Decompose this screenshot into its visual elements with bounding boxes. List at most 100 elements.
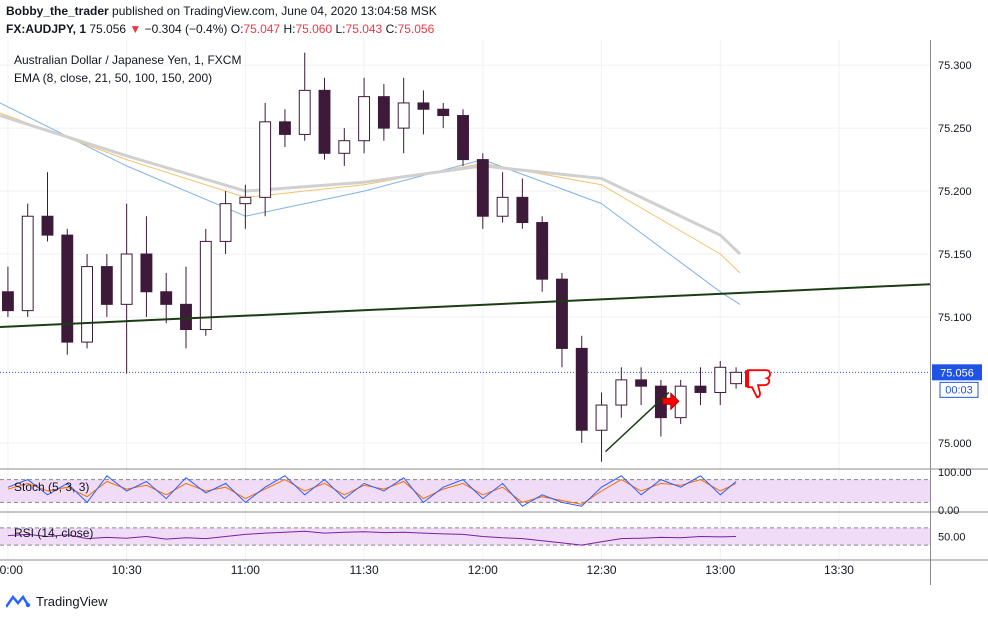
rsi-band: [0, 527, 930, 546]
thumbs-down-icon: [745, 369, 771, 399]
candle-body: [595, 404, 608, 431]
footer-brand[interactable]: TradingView: [6, 592, 108, 610]
thumbs-cuff: [745, 370, 750, 388]
high-label: H:: [283, 22, 296, 36]
candle-body: [496, 196, 509, 217]
candle-body: [239, 196, 252, 205]
candle-body: [219, 203, 232, 242]
ema-lines: [0, 102, 742, 305]
last-price: 75.056: [89, 22, 127, 36]
markers: [662, 369, 771, 411]
candle-body: [437, 108, 450, 117]
candle-body: [298, 89, 311, 135]
candle-body: [575, 347, 588, 431]
rsi-tick-label: 50.00: [938, 532, 966, 544]
candle-body: [1, 291, 14, 312]
candle-body: [615, 379, 628, 406]
trendline[interactable]: [604, 391, 670, 453]
trendline[interactable]: [0, 283, 931, 329]
stoch-pane: [0, 475, 930, 507]
candle-body: [476, 159, 489, 217]
time-tick-label: 11:30: [350, 563, 379, 577]
current-price-tag: [932, 364, 982, 381]
candle-body: [41, 215, 54, 236]
symbol-info: FX:AUDJPY, 1 75.056 ▼ −0.304 (−0.4%) O:7…: [6, 22, 434, 36]
stoch-tick-label: 0.00: [938, 505, 959, 517]
candle-body: [81, 266, 94, 343]
open-value: 75.047: [243, 22, 281, 36]
close-value: 75.056: [397, 22, 435, 36]
time-tick-label: 10:00: [0, 563, 23, 577]
author-name[interactable]: Bobby_the_trader: [6, 4, 109, 18]
candle-body: [358, 96, 371, 142]
candle-body: [278, 121, 291, 135]
candle-body: [318, 89, 331, 154]
price-tick-label: 75.300: [938, 60, 972, 72]
high-value: 75.060: [295, 22, 333, 36]
candle-body: [730, 371, 743, 385]
candle-body: [377, 96, 390, 129]
candle-body: [417, 102, 430, 110]
publish-info: Bobby_the_trader published on TradingVie…: [6, 4, 437, 18]
time-tick-label: 13:00: [705, 563, 735, 577]
rsi-line: [7, 530, 737, 546]
candle-body: [259, 121, 272, 198]
price-tick-label: 75.200: [938, 186, 972, 198]
time-tick-label: 12:30: [587, 563, 617, 577]
change-arrow-icon: ▼: [129, 22, 142, 36]
countdown-tag: [939, 381, 979, 398]
time-tick-label: 13:30: [824, 563, 854, 577]
stoch-tick-label: 100.00: [938, 467, 972, 479]
time-tick-label: 12:00: [468, 563, 498, 577]
arrow-right-icon: [662, 392, 680, 411]
candle-body: [397, 102, 410, 129]
low-value: 75.043: [345, 22, 383, 36]
brand-name: TradingView: [36, 593, 108, 609]
candle-body: [635, 379, 648, 387]
countdown-text: 00:03: [945, 384, 973, 396]
candle-body: [160, 291, 173, 305]
thumbs-shape: [747, 369, 771, 399]
price-tick-label: 75.150: [938, 249, 972, 261]
candle-body: [140, 253, 153, 293]
candle-body: [536, 222, 549, 280]
trendlines[interactable]: [0, 283, 931, 453]
close-label: C:: [385, 22, 398, 36]
chart-area[interactable]: 10:00 10:30 11:00 11:30 12:00 12:30 13:00 13:30…: [0, 40, 988, 585]
chart-title: Australian Dollar / Japanese Yen, 1, FXC…: [14, 53, 241, 67]
stoch-k-line: [7, 475, 737, 507]
candle-body: [100, 266, 113, 305]
open-label: O:: [230, 22, 244, 36]
arrow-shape: [662, 392, 680, 411]
candle-body: [338, 140, 351, 154]
stoch-legend: Stoch (5, 3, 3): [14, 480, 89, 494]
time-tick-label: 10:30: [112, 563, 142, 577]
price-tick-label: 75.000: [938, 438, 972, 450]
symbol-label: FX:AUDJPY, 1: [6, 22, 87, 36]
stoch-band: [0, 479, 930, 503]
ema-line: [0, 114, 742, 256]
current-price-text: 75.056: [940, 367, 974, 379]
rsi-pane: [0, 527, 930, 546]
candle-body: [556, 278, 568, 349]
low-label: L:: [335, 22, 346, 36]
chart-svg[interactable]: 10:00 10:30 11:00 11:30 12:00 12:30 13:00 13:30…: [0, 40, 988, 585]
ema-legend: EMA (8, close, 21, 50, 100, 150, 200): [14, 71, 212, 85]
time-tick-label: 11:00: [231, 563, 260, 577]
candle-body: [199, 240, 212, 331]
candle-body: [61, 234, 74, 343]
candles: [1, 52, 743, 462]
published-text: published on TradingView.com, June 04, 2…: [112, 4, 437, 18]
candle-body: [457, 115, 469, 161]
axes: 10:00 10:30 11:00 11:30 12:00 12:30 13:00 13:30…: [0, 40, 988, 585]
candle-body: [180, 303, 192, 331]
candle-body: [120, 253, 133, 305]
candle-body: [21, 215, 34, 312]
rsi-legend: RSI (14, close): [14, 526, 93, 540]
candle-body: [694, 385, 707, 393]
price-tick-label: 75.100: [938, 312, 972, 324]
tradingview-logo-icon: [6, 594, 31, 608]
price-tick-label: 75.250: [938, 123, 972, 135]
candle-body: [516, 196, 529, 224]
price-change: −0.304 (−0.4%): [144, 22, 228, 36]
